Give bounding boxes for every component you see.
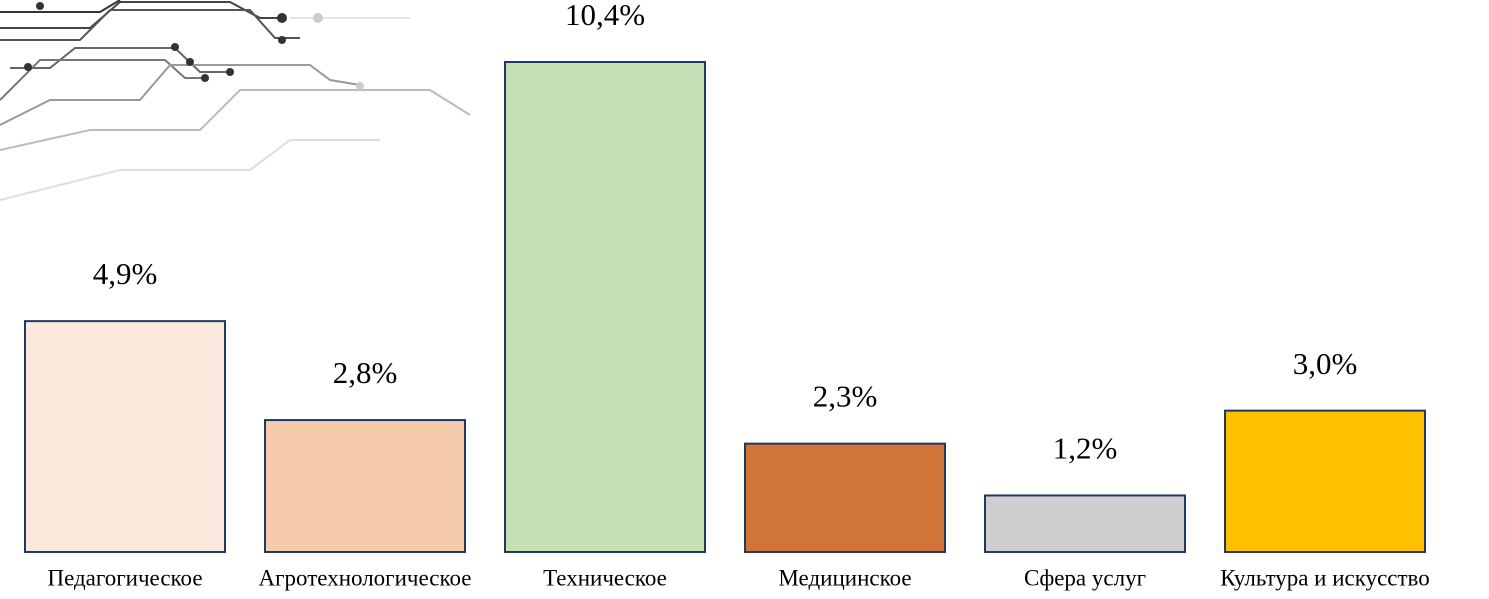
value-label: 2,8% [333, 355, 398, 390]
bar [984, 494, 1186, 554]
category-label: Педагогическое [47, 565, 202, 590]
value-label: 4,9% [93, 256, 158, 291]
value-label: 10,4% [565, 0, 645, 32]
category-label: Культура и искусство [1220, 565, 1430, 590]
category-label: Медицинское [778, 565, 911, 590]
value-label: 3,0% [1293, 346, 1358, 381]
category-label: Сфера услуг [1024, 565, 1146, 590]
bar [744, 442, 946, 553]
bar [264, 419, 466, 554]
decoration [0, 0, 471, 201]
category-label: Техническое [543, 565, 667, 590]
bar [504, 61, 706, 553]
bar [1224, 409, 1426, 553]
value-label: 1,2% [1053, 431, 1118, 466]
value-label: 2,3% [813, 379, 878, 414]
bar [24, 320, 226, 553]
category-label: Агротехнологическое [259, 565, 472, 590]
